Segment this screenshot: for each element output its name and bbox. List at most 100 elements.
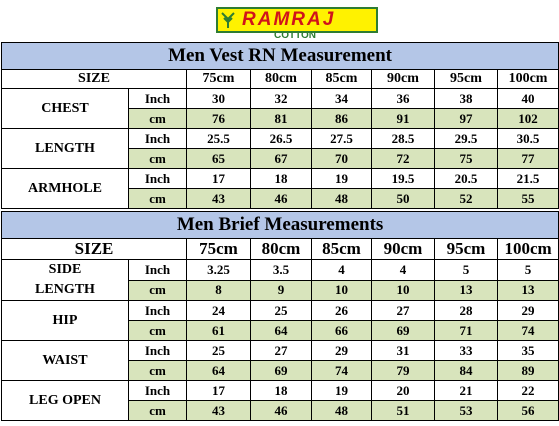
value-cell: 56: [496, 400, 559, 421]
unit-label: Inch: [128, 88, 187, 109]
logo-box: RAMRAJ: [216, 7, 378, 33]
size-header: 80cm: [250, 69, 312, 89]
size-header: 100cm: [496, 238, 559, 260]
measure-label: HIP: [52, 312, 78, 328]
data-row: ARMHOLE Inch 17 18 19 19.5 20.5 21.5: [1, 168, 559, 209]
header-row: SIZE 75cm 80cm 85cm 90cm 95cm 100cm: [1, 69, 559, 89]
value-cell: 3.25: [186, 259, 251, 281]
size-label: SIZE: [1, 69, 187, 89]
size-header: 90cm: [371, 238, 435, 260]
data-row: cm 65 67 70 72 75 77: [2, 148, 559, 169]
value-cell: 27.5: [311, 128, 372, 149]
measure-label: CHEST: [41, 100, 89, 116]
unit-label: Inch: [128, 259, 187, 281]
value-cell: 4: [311, 259, 372, 281]
title-row: Men Brief Measurements: [0, 211, 559, 239]
value-cell: 25: [250, 300, 312, 321]
value-cell: 10: [311, 279, 372, 301]
value-cell: 30: [186, 88, 251, 109]
value-cell: 64: [250, 320, 312, 341]
value-cell: 21: [434, 380, 498, 401]
measure-cell: LENGTH: [1, 128, 129, 169]
value-cell: 74: [496, 320, 559, 341]
value-cell: 18: [250, 380, 312, 401]
value-cell: 71: [434, 320, 498, 341]
value-cell: 34: [311, 88, 372, 109]
size-header: 90cm: [371, 69, 435, 89]
data-row: cm 8 9 10 10 13 13: [2, 279, 559, 301]
value-cell: 19: [311, 168, 372, 189]
value-cell: 40: [496, 88, 559, 109]
value-cell: 102: [496, 108, 559, 129]
size-header: 95cm: [434, 238, 498, 260]
value-cell: 76: [186, 108, 251, 129]
value-cell: 55: [496, 188, 559, 209]
data-row: SIDE LENGTH Inch 3.25 3.5 4 4 5 5: [1, 259, 559, 301]
value-cell: 50: [371, 188, 435, 209]
data-row: cm 64 69 74 79 84 89: [2, 360, 559, 381]
measure-label: LENGTH: [35, 140, 95, 156]
value-cell: 17: [186, 168, 251, 189]
value-cell: 35: [496, 340, 559, 361]
size-header: 75cm: [186, 69, 251, 89]
value-cell: 46: [250, 188, 312, 209]
value-cell: 66: [311, 320, 372, 341]
brand: RAMRAJ: [242, 9, 336, 30]
table-title: Men Brief Measurements: [0, 211, 559, 239]
unit-label: cm: [128, 188, 187, 209]
measurement-table: Men Brief Measurements SIZE 75cm 80cm 85cm 90…: [0, 211, 559, 421]
value-cell: 32: [250, 88, 312, 109]
data-row: cm 43 46 48 51 53 56: [2, 400, 559, 421]
value-cell: 29: [496, 300, 559, 321]
unit-label: Inch: [128, 380, 187, 401]
measure-cell: WAIST: [1, 340, 129, 381]
value-cell: 24: [186, 300, 251, 321]
value-cell: 27: [250, 340, 312, 361]
header-row: SIZE 75cm 80cm 85cm 90cm 95cm 100cm: [1, 238, 559, 260]
unit-label: cm: [128, 108, 187, 129]
size-header: 85cm: [311, 69, 372, 89]
measure-label: LEG OPEN: [29, 392, 101, 408]
value-cell: 97: [434, 108, 498, 129]
value-cell: 79: [371, 360, 435, 381]
unit-label: Inch: [128, 340, 187, 361]
data-row: cm 43 46 48 50 52 55: [2, 188, 559, 209]
unit-label: cm: [128, 320, 187, 341]
measure-cell: HIP: [1, 300, 129, 341]
value-cell: 43: [186, 188, 251, 209]
value-cell: 51: [371, 400, 435, 421]
value-cell: 69: [250, 360, 312, 381]
value-cell: 89: [496, 360, 559, 381]
measure-cell: ARMHOLE: [1, 168, 129, 209]
value-cell: 27: [371, 300, 435, 321]
value-cell: 72: [371, 148, 435, 169]
value-cell: 28.5: [371, 128, 435, 149]
value-cell: 26: [311, 300, 372, 321]
value-cell: 4: [371, 259, 435, 281]
value-cell: 20.5: [434, 168, 498, 189]
value-cell: 64: [186, 360, 251, 381]
measure-label: WAIST: [42, 352, 88, 368]
unit-label: Inch: [128, 128, 187, 149]
measure-label: SIDE LENGTH: [35, 262, 95, 297]
value-cell: 86: [311, 108, 372, 129]
value-cell: 9: [250, 279, 312, 301]
measure-label: ARMHOLE: [28, 180, 102, 196]
measurement-table: Men Vest RN Measurement SIZE 75cm 80cm 85cm 9…: [0, 42, 559, 209]
value-cell: 33: [434, 340, 498, 361]
measure-cell: CHEST: [1, 88, 129, 129]
value-cell: 10: [371, 279, 435, 301]
tables: Men Vest RN Measurement SIZE 75cm 80cm 85cm 9…: [0, 42, 559, 421]
value-cell: 52: [434, 188, 498, 209]
value-cell: 18: [250, 168, 312, 189]
value-cell: 20: [371, 380, 435, 401]
data-row: LENGTH Inch 25.5 26.5 27.5 28.5 29.5 30.5: [1, 128, 559, 169]
data-row: CHEST Inch 30 32 34 36 38 40: [1, 88, 559, 129]
unit-label: Inch: [128, 168, 187, 189]
value-cell: 29.5: [434, 128, 498, 149]
unit-label: cm: [128, 360, 187, 381]
unit-label: cm: [128, 279, 187, 301]
data-row: LEG OPEN Inch 17 18 19 20 21 22: [1, 380, 559, 421]
value-cell: 75: [434, 148, 498, 169]
